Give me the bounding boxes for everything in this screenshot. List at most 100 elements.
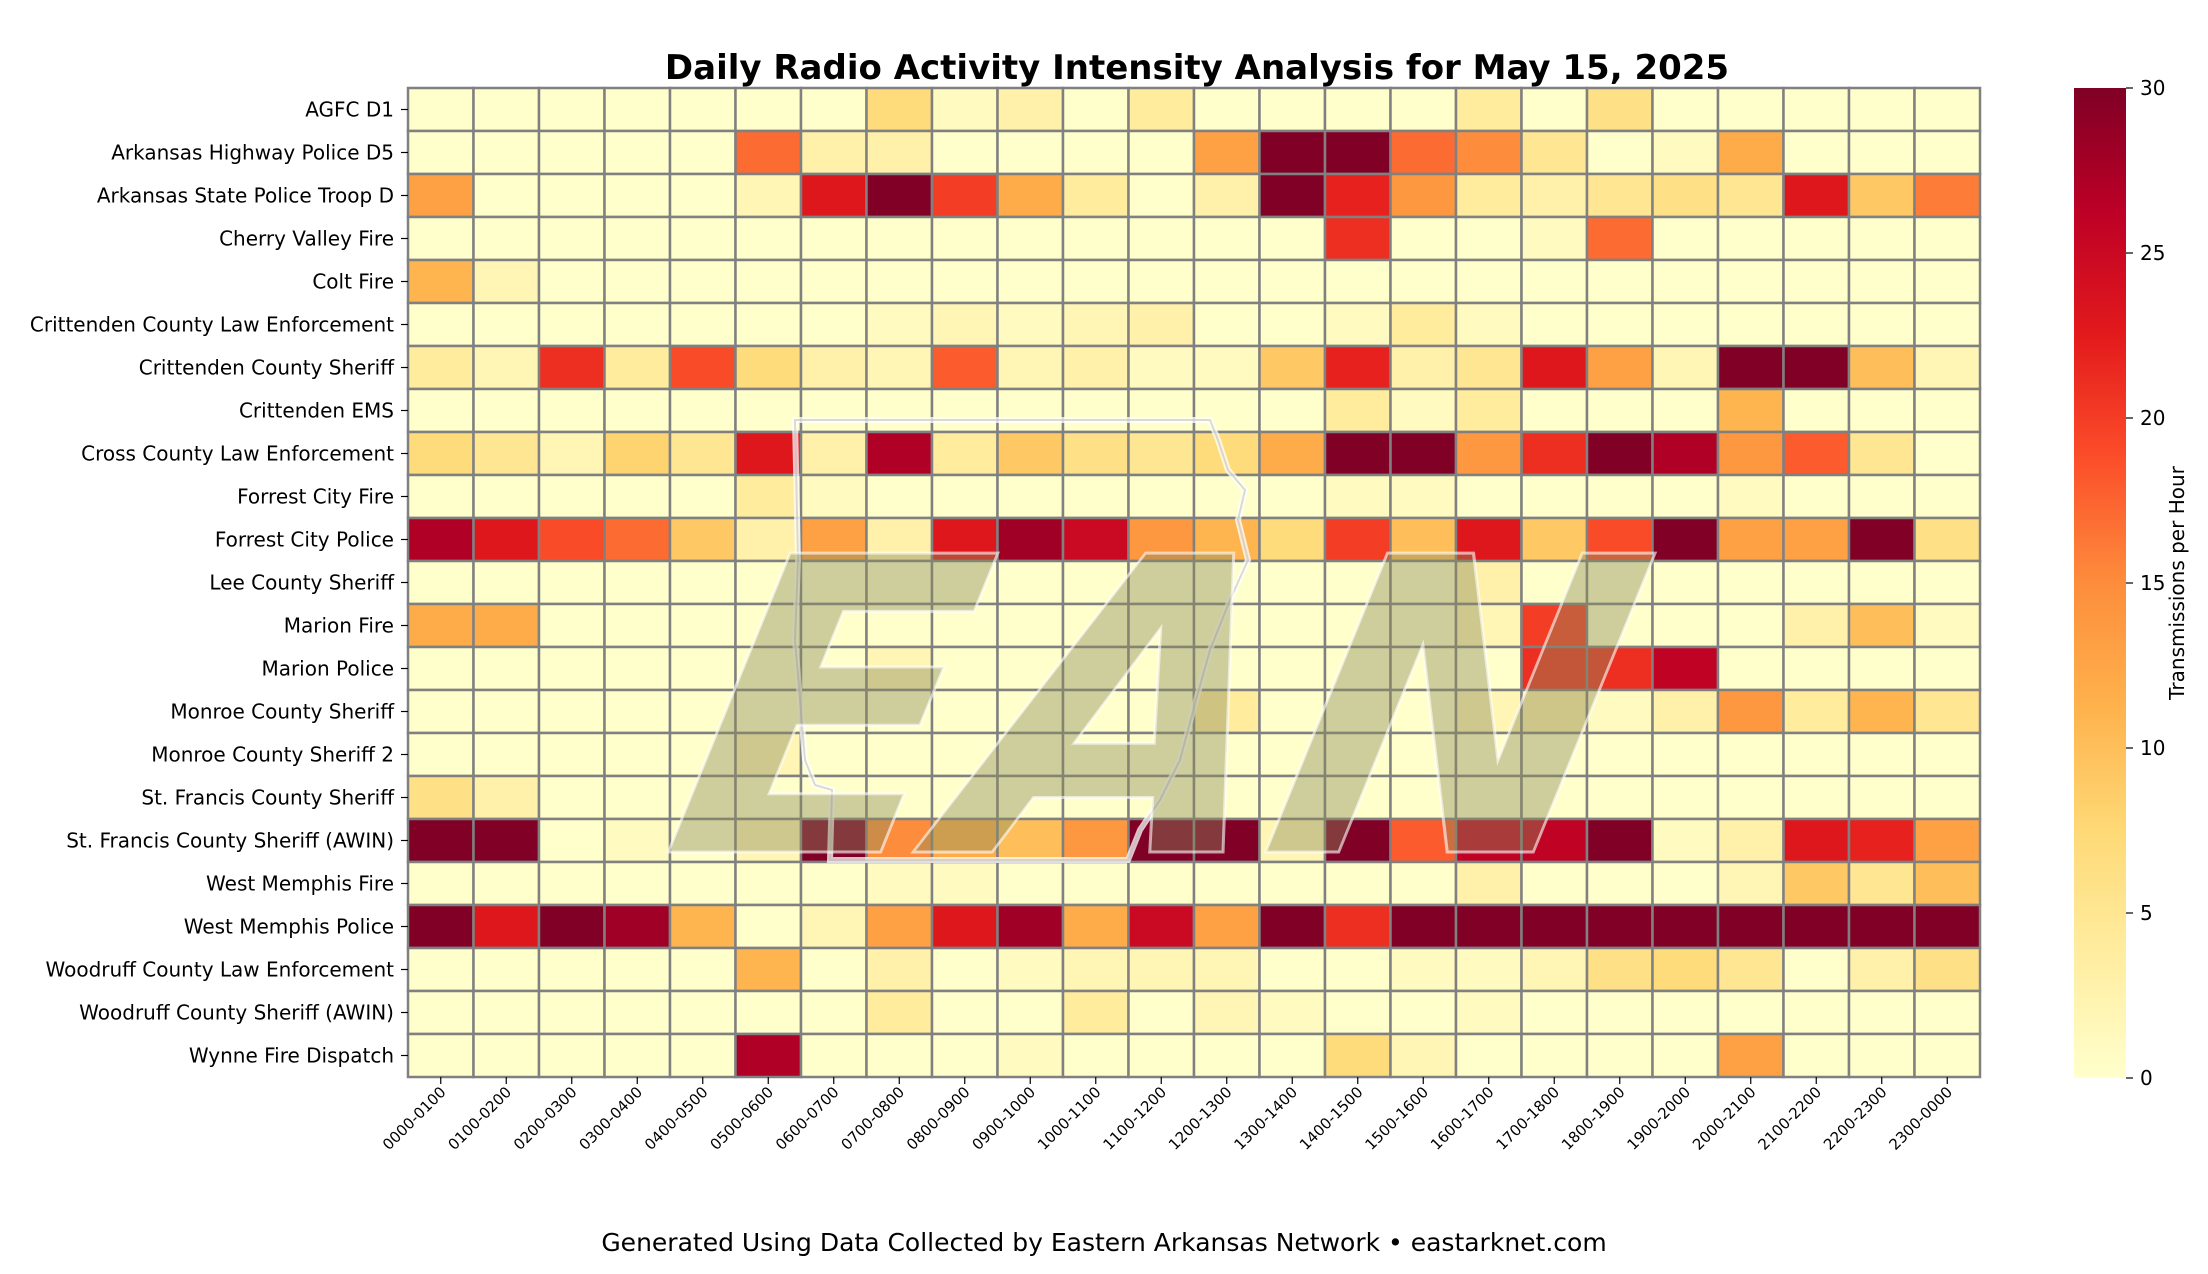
heatmap-cell-lee-county-sheriff-2300-0000 <box>1913 559 1982 606</box>
heatmap-cell-monroe-county-sheriff-2-0700-0800 <box>865 731 934 778</box>
heatmap-cell-st-francis-county-sheriff-awin-2000-2100 <box>1716 817 1785 864</box>
y-tick-label: Marion Police <box>261 657 394 681</box>
heatmap-cell-st-francis-county-sheriff-0200-0300 <box>537 774 606 821</box>
heatmap-cell-wynne-fire-dispatch-1300-1400 <box>1258 1032 1327 1079</box>
heatmap-cell-woodruff-county-sheriff-awin-1400-1500 <box>1323 989 1392 1036</box>
heatmap-cell-cherry-valley-fire-1400-1500 <box>1323 215 1392 262</box>
heatmap-cell-wynne-fire-dispatch-0900-1000 <box>996 1032 1065 1079</box>
colorbar-tick-label: 30 <box>2140 76 2165 100</box>
heatmap-cell-wynne-fire-dispatch-1200-1300 <box>1192 1032 1261 1079</box>
heatmap-cell-crittenden-ems-1900-2000 <box>1651 387 1720 434</box>
colorbar-tick-label: 10 <box>2140 736 2165 760</box>
heatmap-cell-colt-fire-0000-0100 <box>406 258 475 305</box>
heatmap-cell-arkansas-state-police-troop-d-0300-0400 <box>603 172 672 219</box>
heatmap-cell-crittenden-county-sheriff-2100-2200 <box>1782 344 1851 391</box>
heatmap-cell-cherry-valley-fire-1600-1700 <box>1454 215 1523 262</box>
heatmap-cell-forrest-city-police-0500-0600 <box>734 516 803 563</box>
heatmap-cell-arkansas-highway-police-d5-0600-0700 <box>799 129 868 176</box>
heatmap-cell-west-memphis-police-2300-0000 <box>1913 903 1982 950</box>
heatmap-cell-monroe-county-sheriff-1900-2000 <box>1651 688 1720 735</box>
heatmap-cell-marion-fire-0200-0300 <box>537 602 606 649</box>
heatmap-cell-arkansas-state-police-troop-d-0000-0100 <box>406 172 475 219</box>
heatmap-cell-arkansas-state-police-troop-d-1800-1900 <box>1585 172 1654 219</box>
heatmap-cell-colt-fire-1200-1300 <box>1192 258 1261 305</box>
heatmap-cell-crittenden-county-law-enforcement-2000-2100 <box>1716 301 1785 348</box>
heatmap-cell-cross-county-law-enforcement-2200-2300 <box>1847 430 1916 477</box>
y-tick-label: Crittenden County Law Enforcement <box>30 313 394 337</box>
heatmap-cell-agfc-d1-0600-0700 <box>799 86 868 133</box>
heatmap-cell-forrest-city-fire-0000-0100 <box>406 473 475 520</box>
heatmap-cell-woodruff-county-sheriff-awin-2100-2200 <box>1782 989 1851 1036</box>
heatmap-cell-woodruff-county-law-enforcement-1300-1400 <box>1258 946 1327 993</box>
heatmap-cell-woodruff-county-sheriff-awin-0000-0100 <box>406 989 475 1036</box>
heatmap-cell-west-memphis-fire-2000-2100 <box>1716 860 1785 907</box>
heatmap-cell-west-memphis-fire-1700-1800 <box>1520 860 1589 907</box>
x-tick-label: 2300-0000 <box>1886 1083 1957 1154</box>
heatmap-cell-colt-fire-0200-0300 <box>537 258 606 305</box>
heatmap-cell-arkansas-state-police-troop-d-1100-1200 <box>1127 172 1196 219</box>
heatmap-cell-monroe-county-sheriff-2-1900-2000 <box>1651 731 1720 778</box>
colorbar <box>2074 88 2126 1078</box>
heatmap-cell-marion-fire-0000-0100 <box>406 602 475 649</box>
heatmap-cell-marion-police-0900-1000 <box>996 645 1065 692</box>
heatmap-cell-woodruff-county-sheriff-awin-0200-0300 <box>537 989 606 1036</box>
heatmap-cell-marion-police-0200-0300 <box>537 645 606 692</box>
heatmap-cell-colt-fire-1700-1800 <box>1520 258 1589 305</box>
heatmap-cell-arkansas-highway-police-d5-0100-0200 <box>472 129 541 176</box>
heatmap-cell-crittenden-county-law-enforcement-1100-1200 <box>1127 301 1196 348</box>
heatmap-cell-arkansas-state-police-troop-d-1500-1600 <box>1389 172 1458 219</box>
heatmap-cell-woodruff-county-law-enforcement-1400-1500 <box>1323 946 1392 993</box>
heatmap-cell-st-francis-county-sheriff-2200-2300 <box>1847 774 1916 821</box>
heatmap-cell-crittenden-county-sheriff-0300-0400 <box>603 344 672 391</box>
heatmap-cell-cross-county-law-enforcement-0700-0800 <box>865 430 934 477</box>
heatmap-cell-forrest-city-police-0100-0200 <box>472 516 541 563</box>
heatmap-cell-wynne-fire-dispatch-0400-0500 <box>668 1032 737 1079</box>
heatmap-cell-forrest-city-police-0600-0700 <box>799 516 868 563</box>
heatmap-cell-arkansas-highway-police-d5-1900-2000 <box>1651 129 1720 176</box>
heatmap-cell-agfc-d1-1600-1700 <box>1454 86 1523 133</box>
heatmap-cell-wynne-fire-dispatch-0000-0100 <box>406 1032 475 1079</box>
heatmap-cell-crittenden-county-sheriff-2000-2100 <box>1716 344 1785 391</box>
heatmap-cell-crittenden-county-law-enforcement-0700-0800 <box>865 301 934 348</box>
x-tick-label: 1400-1500 <box>1296 1083 1367 1154</box>
heatmap-cell-st-francis-county-sheriff-0300-0400 <box>603 774 672 821</box>
x-tick-label: 0100-0200 <box>445 1083 516 1154</box>
colorbar-ticks: 0 5 10 15 20 25 30 <box>2126 76 2165 1090</box>
heatmap-cell-marion-police-2100-2200 <box>1782 645 1851 692</box>
heatmap-cell-wynne-fire-dispatch-0600-0700 <box>799 1032 868 1079</box>
heatmap-cell-lee-county-sheriff-0100-0200 <box>472 559 541 606</box>
heatmap-cell-west-memphis-police-1100-1200 <box>1127 903 1196 950</box>
heatmap-cell-crittenden-county-sheriff-1100-1200 <box>1127 344 1196 391</box>
y-tick-label: Crittenden County Sheriff <box>139 356 395 380</box>
heatmap-cell-west-memphis-police-0200-0300 <box>537 903 606 950</box>
heatmap-cell-arkansas-state-police-troop-d-1900-2000 <box>1651 172 1720 219</box>
heatmap-cell-marion-fire-2200-2300 <box>1847 602 1916 649</box>
y-tick-label: Lee County Sheriff <box>209 571 395 595</box>
chart-title: Daily Radio Activity Intensity Analysis … <box>665 48 1729 88</box>
heatmap-cell-wynne-fire-dispatch-0300-0400 <box>603 1032 672 1079</box>
heatmap-cell-marion-fire-1100-1200 <box>1127 602 1196 649</box>
heatmap-cell-colt-fire-1000-1100 <box>1061 258 1130 305</box>
heatmap-cell-arkansas-highway-police-d5-1300-1400 <box>1258 129 1327 176</box>
heatmap-cell-cherry-valley-fire-2100-2200 <box>1782 215 1851 262</box>
heatmap-cell-monroe-county-sheriff-2-2000-2100 <box>1716 731 1785 778</box>
heatmap-cell-cross-county-law-enforcement-1800-1900 <box>1585 430 1654 477</box>
heatmap-cell-cherry-valley-fire-1800-1900 <box>1585 215 1654 262</box>
heatmap-cell-wynne-fire-dispatch-1600-1700 <box>1454 1032 1523 1079</box>
heatmap-cell-cherry-valley-fire-1900-2000 <box>1651 215 1720 262</box>
heatmap-cell-st-francis-county-sheriff-awin-2200-2300 <box>1847 817 1916 864</box>
heatmap-cell-cross-county-law-enforcement-2000-2100 <box>1716 430 1785 477</box>
heatmap-cell-marion-fire-0700-0800 <box>865 602 934 649</box>
heatmap-cell-monroe-county-sheriff-2200-2300 <box>1847 688 1916 735</box>
heatmap-cell-forrest-city-fire-1700-1800 <box>1520 473 1589 520</box>
heatmap-cell-cherry-valley-fire-1700-1800 <box>1520 215 1589 262</box>
heatmap-cell-st-francis-county-sheriff-awin-0300-0400 <box>603 817 672 864</box>
heatmap-cell-woodruff-county-law-enforcement-0500-0600 <box>734 946 803 993</box>
heatmap-cell-agfc-d1-1800-1900 <box>1585 86 1654 133</box>
heatmap-cell-marion-fire-1000-1100 <box>1061 602 1130 649</box>
heatmap-cell-st-francis-county-sheriff-2000-2100 <box>1716 774 1785 821</box>
heatmap-cell-cherry-valley-fire-1500-1600 <box>1389 215 1458 262</box>
heatmap-cell-woodruff-county-law-enforcement-0700-0800 <box>865 946 934 993</box>
heatmap-cell-arkansas-state-police-troop-d-0600-0700 <box>799 172 868 219</box>
heatmap-cell-colt-fire-1600-1700 <box>1454 258 1523 305</box>
